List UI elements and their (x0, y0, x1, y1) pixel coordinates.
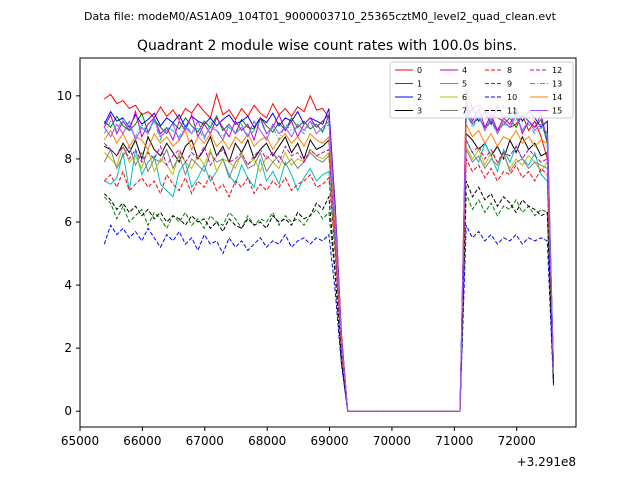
series-line-5 (104, 139, 554, 412)
y-tick-label-10: 10 (57, 89, 72, 103)
legend-label-10: 10 (507, 93, 517, 102)
legend-label-9: 9 (507, 80, 512, 89)
series-line-11 (103, 180, 554, 412)
legend-label-7: 7 (462, 107, 467, 116)
suptitle: Data file: modeM0/AS1A09_104T01_90000037… (84, 10, 557, 23)
legend-label-1: 1 (417, 80, 422, 89)
series-line-4 (103, 102, 554, 412)
legend-label-6: 6 (462, 93, 467, 102)
series-line-6 (103, 144, 554, 412)
x-tick-label-71000: 71000 (435, 434, 473, 448)
x-tick-label-67000: 67000 (186, 434, 224, 448)
legend-label-12: 12 (552, 66, 562, 75)
x-tick-label-72000: 72000 (498, 434, 536, 448)
series-line-10 (103, 224, 554, 412)
legend-label-2: 2 (417, 93, 422, 102)
series-line-12 (103, 139, 554, 412)
x-tick-label-68000: 68000 (248, 434, 286, 448)
series-line-15 (103, 108, 554, 412)
y-tick-label-6: 6 (64, 215, 72, 229)
series-line-3 (104, 132, 554, 412)
y-tick-label-8: 8 (64, 152, 72, 166)
chart-title: Quadrant 2 module wise count rates with … (137, 38, 517, 54)
legend-label-14: 14 (552, 93, 562, 102)
x-tick-label-69000: 69000 (310, 434, 348, 448)
x-tick-label-70000: 70000 (373, 434, 411, 448)
series-line-9 (103, 193, 554, 412)
legend-label-3: 3 (417, 107, 422, 116)
legend-label-15: 15 (552, 107, 562, 116)
legend-label-4: 4 (462, 66, 467, 75)
legend-label-13: 13 (552, 80, 562, 89)
legend-label-5: 5 (462, 80, 467, 89)
legend-label-11: 11 (507, 107, 517, 116)
y-tick-label-4: 4 (64, 278, 72, 292)
series-line-14 (103, 123, 554, 412)
x-offset-label: +3.291e8 (517, 455, 576, 469)
axes-frame (79, 57, 577, 428)
legend-label-8: 8 (507, 66, 512, 75)
y-tick-label-2: 2 (64, 341, 72, 355)
legend-label-0: 0 (417, 66, 422, 75)
x-tick-label-66000: 66000 (123, 434, 161, 448)
series-line-8 (103, 158, 554, 412)
series-line-7 (103, 145, 554, 412)
legend-box (389, 61, 574, 119)
plot-area: 65000 66000 67000 68000 69000 70000 71000 72000… (57, 57, 577, 448)
y-tick-label-0: 0 (64, 404, 72, 418)
x-tick-label-65000: 65000 (61, 434, 99, 448)
